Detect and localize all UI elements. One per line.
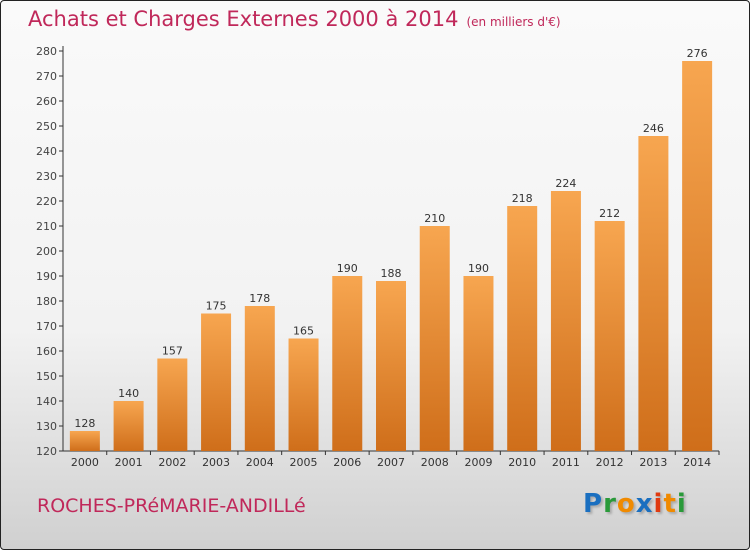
commune-name: ROCHES-PRéMARIE-ANDILLé xyxy=(37,495,306,517)
x-tick-label: 2008 xyxy=(421,456,449,469)
y-tick-label: 180 xyxy=(36,295,57,308)
y-tick-label: 280 xyxy=(36,45,57,58)
x-tick-label: 2013 xyxy=(639,456,667,469)
bar-2010 xyxy=(507,206,538,451)
x-tick-label: 2005 xyxy=(290,456,318,469)
data-label: 190 xyxy=(337,262,358,275)
logo-letter: x xyxy=(635,489,654,519)
bar-2006 xyxy=(332,276,363,451)
x-tick-label: 2014 xyxy=(683,456,711,469)
y-tick-label: 160 xyxy=(36,345,57,358)
bar-2002 xyxy=(157,358,188,451)
data-label: 157 xyxy=(162,345,183,358)
x-tick-label: 2006 xyxy=(333,456,361,469)
data-label: 210 xyxy=(424,212,445,225)
data-label: 276 xyxy=(687,47,708,60)
x-tick-label: 2001 xyxy=(115,456,143,469)
bar-2000 xyxy=(69,431,100,451)
logo-letter: r xyxy=(603,489,617,519)
x-tick-label: 2009 xyxy=(464,456,492,469)
y-tick-label: 250 xyxy=(36,120,57,133)
y-tick-label: 200 xyxy=(36,245,57,258)
y-tick-label: 210 xyxy=(36,220,57,233)
chart-title: Achats et Charges Externes 2000 à 2014 (e… xyxy=(28,7,561,31)
y-tick-label: 260 xyxy=(36,95,57,108)
unit-label: (en milliers d'€) xyxy=(466,15,561,29)
bar-2009 xyxy=(463,276,494,451)
bar-2012 xyxy=(594,221,625,451)
x-tick-label: 2004 xyxy=(246,456,274,469)
logo-letter: t xyxy=(663,489,677,519)
bar-2001 xyxy=(113,401,144,451)
bar-2005 xyxy=(288,338,319,451)
bar-2014 xyxy=(682,61,713,451)
bar-2003 xyxy=(201,313,232,451)
y-tick-label: 230 xyxy=(36,170,57,183)
bar-2011 xyxy=(550,191,581,451)
data-label: 165 xyxy=(293,325,314,338)
x-tick-label: 2003 xyxy=(202,456,230,469)
y-tick-label: 170 xyxy=(36,320,57,333)
x-tick-label: 2012 xyxy=(596,456,624,469)
data-label: 190 xyxy=(468,262,489,275)
title-text: Achats et Charges Externes 2000 à 2014 xyxy=(28,7,459,31)
logo-letter: o xyxy=(616,489,636,519)
y-tick-label: 150 xyxy=(36,370,57,383)
x-tick-label: 2007 xyxy=(377,456,405,469)
y-tick-label: 240 xyxy=(36,145,57,158)
data-label: 246 xyxy=(643,122,664,135)
y-tick-label: 270 xyxy=(36,70,57,83)
x-tick-label: 2000 xyxy=(71,456,99,469)
data-label: 212 xyxy=(599,207,620,220)
proxiti-logo: Proxiti xyxy=(583,489,687,519)
data-label: 218 xyxy=(512,192,533,205)
data-label: 175 xyxy=(206,300,227,313)
x-tick-label: 2002 xyxy=(158,456,186,469)
y-tick-label: 190 xyxy=(36,270,57,283)
bar-2008 xyxy=(419,226,450,451)
data-label: 140 xyxy=(118,387,139,400)
x-tick-label: 2011 xyxy=(552,456,580,469)
bar-2007 xyxy=(376,281,406,451)
bar-2013 xyxy=(638,136,669,451)
y-tick-label: 120 xyxy=(36,445,57,458)
logo-letter: i xyxy=(676,489,687,519)
data-label: 224 xyxy=(555,177,576,190)
bar-2004 xyxy=(244,306,275,451)
x-tick-label: 2010 xyxy=(508,456,536,469)
y-tick-label: 220 xyxy=(36,195,57,208)
y-tick-label: 130 xyxy=(36,420,57,433)
data-label: 128 xyxy=(74,417,95,430)
data-label: 178 xyxy=(249,292,270,305)
logo-letter: P xyxy=(583,489,604,519)
y-tick-label: 140 xyxy=(36,395,57,408)
data-label: 188 xyxy=(381,267,402,280)
logo-letter: i xyxy=(653,489,664,519)
